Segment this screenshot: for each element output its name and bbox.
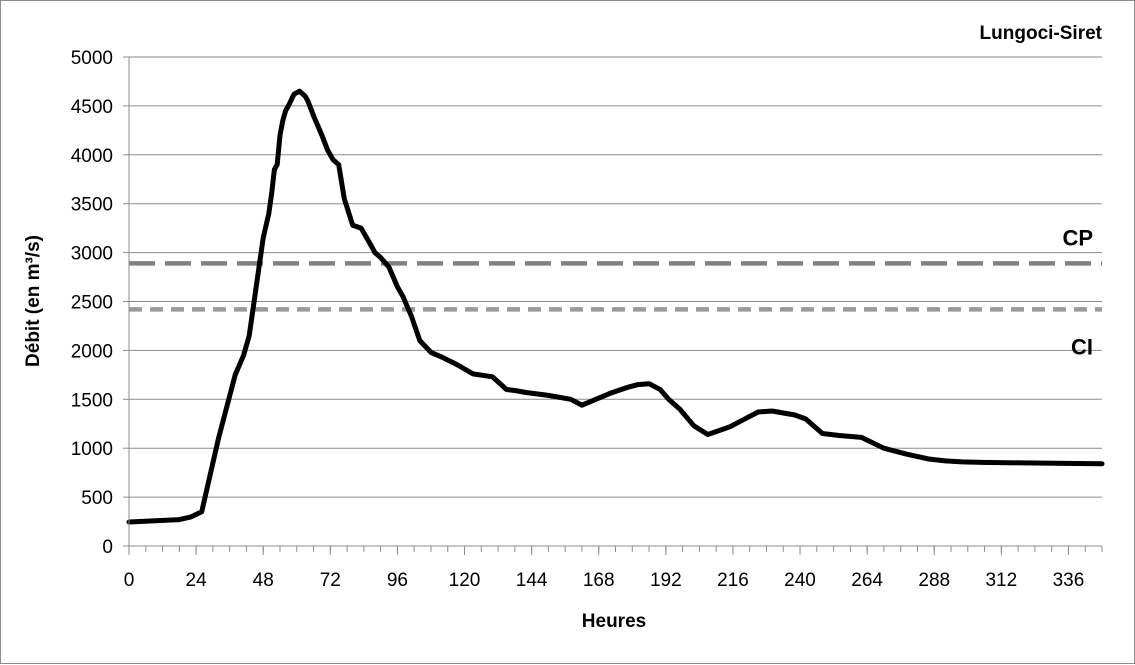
x-tick-label-7: 168 bbox=[583, 570, 615, 591]
x-tick-label-11: 264 bbox=[851, 570, 883, 591]
x-tick-label-0: 0 bbox=[124, 570, 135, 591]
reference-lines: CP CI bbox=[129, 225, 1102, 359]
x-tick-label-10: 240 bbox=[784, 570, 816, 591]
reference-label-cp: CP bbox=[1062, 225, 1093, 250]
y-tick-label-2: 1000 bbox=[71, 439, 113, 460]
chart-title: Lungoci-Siret bbox=[980, 23, 1103, 44]
x-tick-label-2: 48 bbox=[253, 570, 274, 591]
y-axis-title: Débit (en m³/s) bbox=[23, 235, 44, 367]
tick-labels: 0 500 1000 1500 2000 2500 3000 3500 4000 4500 5000… bbox=[71, 48, 1085, 591]
series-layer bbox=[126, 88, 1105, 525]
y-tick-label-10: 5000 bbox=[71, 48, 113, 69]
x-tick-label-13: 312 bbox=[985, 570, 1017, 591]
y-tick-label-3: 1500 bbox=[71, 390, 113, 411]
x-tick-label-12: 288 bbox=[918, 570, 950, 591]
y-tick-label-5: 2500 bbox=[71, 293, 113, 314]
x-tick-label-8: 192 bbox=[650, 570, 682, 591]
x-tick-label-4: 96 bbox=[387, 570, 408, 591]
y-tick-label-8: 4000 bbox=[71, 146, 113, 167]
x-tick-label-3: 72 bbox=[320, 570, 341, 591]
x-tick-label-9: 216 bbox=[717, 570, 749, 591]
y-tick-label-1: 500 bbox=[81, 488, 113, 509]
x-tick-label-1: 24 bbox=[186, 570, 208, 591]
series-line-0 bbox=[126, 88, 1105, 525]
y-tick-label-0: 0 bbox=[102, 537, 113, 558]
x-tick-label-14: 336 bbox=[1053, 570, 1085, 591]
y-tick-label-7: 3500 bbox=[71, 195, 113, 216]
axes bbox=[123, 56, 1103, 555]
y-tick-label-6: 3000 bbox=[71, 244, 113, 265]
x-tick-label-6: 144 bbox=[516, 570, 548, 591]
gridlines bbox=[129, 56, 1102, 498]
y-tick-label-4: 2000 bbox=[71, 341, 113, 362]
y-tick-label-9: 4500 bbox=[71, 97, 113, 118]
x-axis-title: Heures bbox=[582, 611, 646, 632]
x-tick-label-5: 120 bbox=[449, 570, 481, 591]
reference-label-ci: CI bbox=[1071, 334, 1093, 359]
